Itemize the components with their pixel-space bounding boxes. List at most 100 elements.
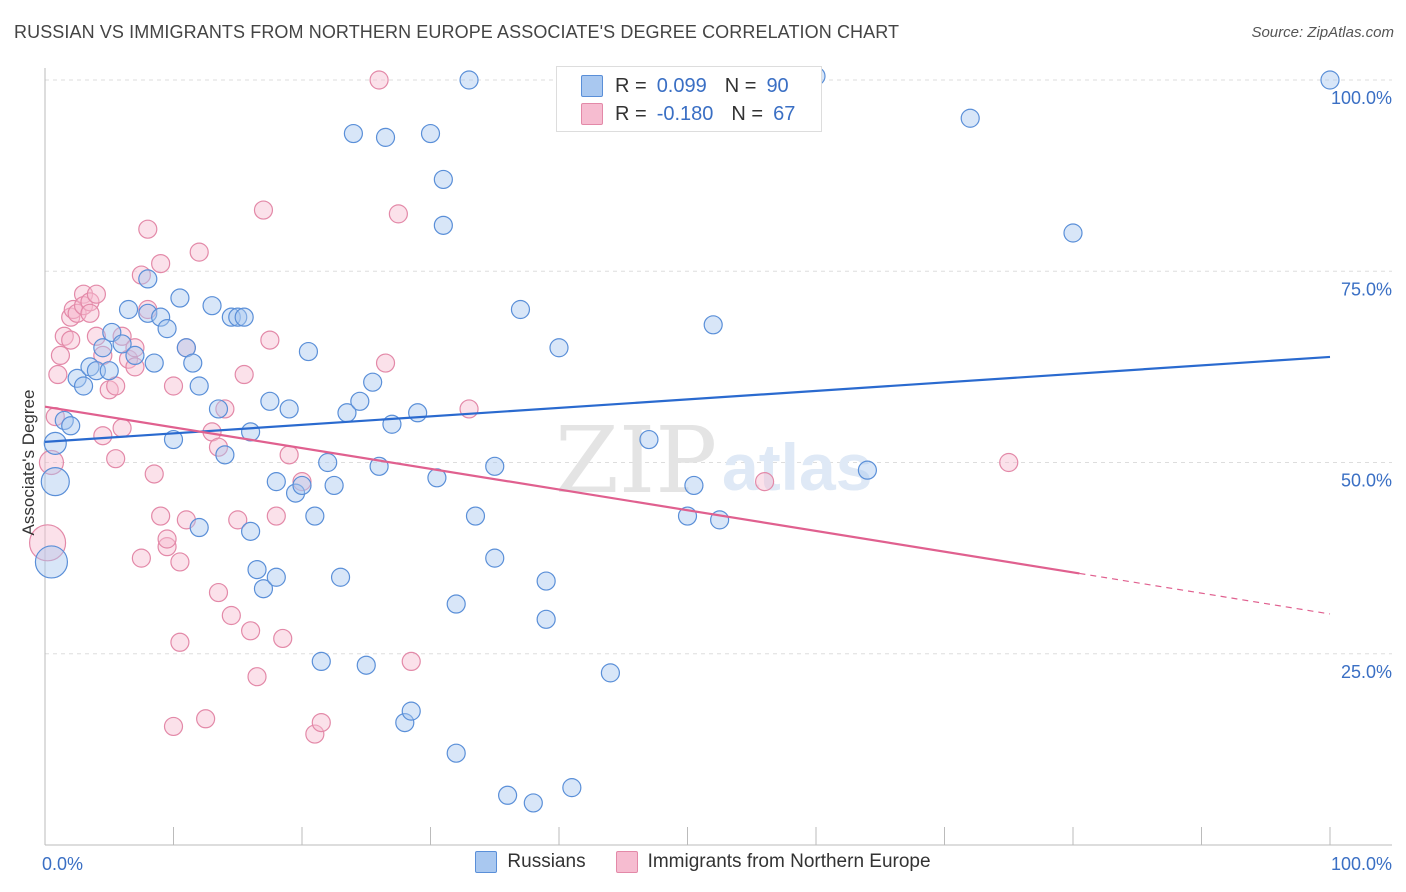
immigrants-point (754, 472, 775, 492)
russians-point (202, 296, 222, 316)
legend-item-russians[interactable]: Russians (475, 851, 586, 873)
russians-point (247, 559, 267, 580)
pink-swatch-icon (615, 851, 638, 873)
russians-trendline (44, 355, 1331, 443)
russians-point (234, 307, 254, 327)
russians-point (375, 127, 396, 147)
russians-point (266, 567, 286, 587)
russians-point (330, 567, 351, 587)
y-tick-label: 75.0% (1341, 279, 1392, 299)
blue-swatch-icon (475, 851, 498, 873)
immigrants-point (279, 445, 299, 465)
russians-point (446, 743, 466, 763)
russians-point (34, 545, 69, 579)
immigrants-point (125, 338, 145, 358)
y-tick-label: 25.0% (1341, 662, 1392, 682)
immigrants-point (80, 303, 100, 323)
immigrants-point (50, 345, 71, 365)
russians-point (446, 594, 466, 614)
immigrants-point (266, 506, 286, 526)
pink-swatch-icon (581, 103, 603, 125)
russians-point (61, 416, 81, 436)
russians-point (433, 169, 453, 190)
legend-n-value-russians: 90 (766, 74, 789, 97)
y-axis-label: Associate's Degree (19, 390, 38, 536)
immigrants-point (93, 426, 113, 446)
russians-point (395, 712, 415, 733)
russians-point (170, 288, 190, 308)
legend-row-russians: R = 0.099 N = 90 (581, 71, 789, 101)
immigrants-point (170, 632, 190, 652)
immigrants-point (112, 418, 132, 438)
russians-point (151, 307, 171, 327)
russians-point (498, 785, 518, 805)
russians-point (356, 655, 376, 675)
correlation-legend: R = 0.099 N = 90 R = -0.180 N = 67 (556, 66, 822, 132)
immigrants-point (253, 200, 274, 220)
immigrants-point (196, 709, 216, 729)
immigrants-point (144, 464, 164, 484)
russians-point (536, 571, 556, 591)
russians-point (138, 269, 158, 289)
chart-source: Source: ZipAtlas.com (1251, 24, 1394, 41)
russians-point (510, 299, 531, 320)
immigrants-point (241, 621, 261, 641)
russians-point (138, 303, 158, 323)
x-tick-label-max: 100.0% (1331, 854, 1392, 874)
legend-label-russians: Russians (507, 851, 586, 872)
immigrants-point (38, 449, 65, 476)
russians-point (208, 399, 229, 419)
immigrants-point (151, 254, 171, 274)
russians-point (363, 372, 383, 392)
russians-point (157, 319, 177, 339)
russians-point (1320, 70, 1340, 90)
russians-point (40, 467, 70, 497)
immigrants-point (80, 292, 100, 312)
blue-swatch-icon (581, 75, 603, 97)
legend-r-value-immigrants: -0.180 (656, 102, 714, 125)
immigrants-point (157, 529, 177, 549)
immigrants-point (273, 628, 293, 649)
watermark-zip: ZIP (555, 407, 717, 514)
immigrants-point (86, 284, 107, 304)
russians-point (350, 391, 370, 411)
immigrants-point (125, 357, 145, 377)
russians-point (459, 70, 479, 90)
russians-point (485, 456, 505, 476)
russians-point (600, 663, 621, 683)
immigrants-point (61, 330, 81, 350)
russians-point (118, 299, 139, 320)
russians-point (684, 475, 704, 496)
russians-point (241, 521, 261, 541)
legend-row-immigrants: R = -0.180 N = 67 (581, 99, 795, 129)
russians-point (703, 315, 723, 335)
russians-point (215, 445, 235, 465)
chart-title: RUSSIAN VS IMMIGRANTS FROM NORTHERN EURO… (14, 22, 900, 42)
immigrants-point (138, 219, 158, 239)
legend-item-immigrants[interactable]: Immigrants from Northern Europe (615, 851, 931, 873)
immigrants-point (388, 204, 408, 224)
russians-point (465, 506, 486, 526)
russians-point (43, 431, 67, 455)
russians-point (144, 353, 164, 373)
x-tick-label-min: 0.0% (42, 854, 83, 874)
russians-point (298, 341, 319, 362)
immigrants-point (401, 651, 421, 672)
immigrants-point (228, 510, 248, 530)
immigrants-point (234, 364, 254, 385)
immigrants-point (208, 582, 229, 603)
russians-point (857, 460, 878, 480)
russians-point (408, 403, 428, 423)
immigrants-point (157, 537, 177, 557)
legend-label-immigrants: Immigrants from Northern Europe (647, 851, 931, 872)
russians-point (343, 123, 363, 144)
russians-point (189, 517, 209, 538)
russians-point (285, 483, 306, 503)
russians-point (163, 429, 184, 450)
russians-point (523, 793, 543, 813)
russians-point (1063, 223, 1083, 243)
immigrants-point (260, 330, 280, 350)
immigrants-point (151, 506, 171, 526)
legend-n-value-immigrants: 67 (773, 102, 796, 125)
russians-point (562, 778, 582, 798)
